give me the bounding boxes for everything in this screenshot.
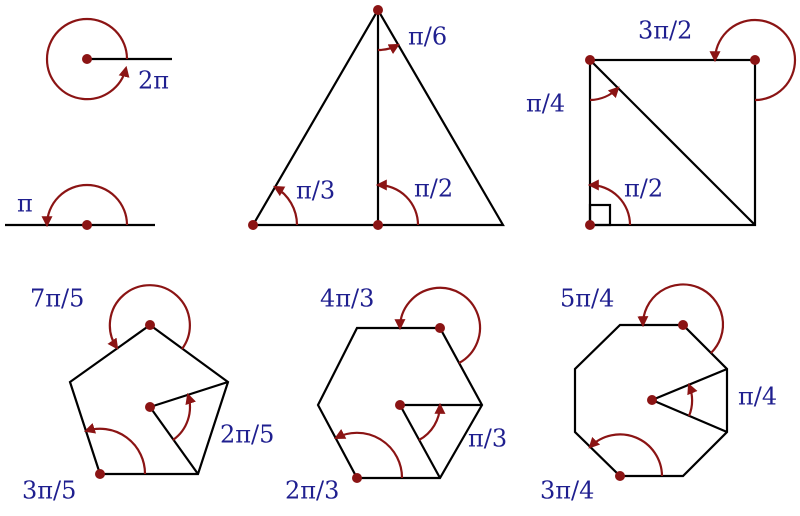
angle-label: 2π/5 [220, 421, 274, 449]
angle-label: π [17, 190, 33, 218]
angle-label: π/4 [526, 90, 565, 118]
angle-label: 7π/5 [30, 285, 84, 313]
angle-label: π/4 [738, 383, 777, 411]
triangle: π/6 π/3 π/2 [248, 5, 505, 230]
angle-label: π/3 [296, 177, 335, 205]
square: 3π/2 π/4 π/2 [526, 17, 797, 230]
pentagon: 7π/5 2π/5 3π/5 [22, 284, 274, 505]
straight-angle: π [5, 183, 155, 230]
angle-label: 3π/2 [638, 17, 692, 45]
hexagon: 4π/3 π/3 2π/3 [285, 285, 507, 505]
octagon: 5π/4 π/4 3π/4 [540, 283, 777, 505]
angle-label: π/6 [408, 23, 447, 51]
angle-label: 2π [138, 67, 169, 95]
angle-label: 3π/4 [540, 477, 594, 505]
angle-label: 5π/4 [560, 285, 614, 313]
angle-label: π/2 [624, 175, 663, 203]
angle-label: 4π/3 [320, 285, 374, 313]
angle-label: 3π/5 [22, 477, 76, 505]
angle-label: 2π/3 [285, 477, 339, 505]
angle-label: π/2 [414, 175, 453, 203]
full-turn: 2π [45, 17, 172, 101]
angle-label: π/3 [468, 425, 507, 453]
